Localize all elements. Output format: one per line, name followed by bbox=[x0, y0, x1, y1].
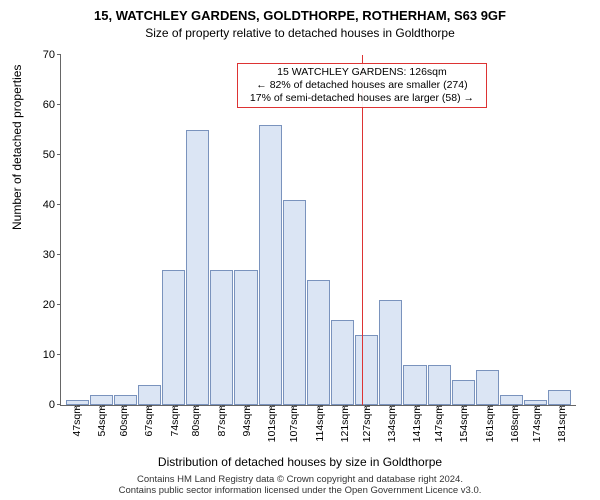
x-tick-label: 94sqm bbox=[239, 405, 253, 437]
x-tick-mark bbox=[561, 405, 562, 409]
x-tick-label: 54sqm bbox=[94, 405, 108, 437]
page-title: 15, WATCHLEY GARDENS, GOLDTHORPE, ROTHER… bbox=[0, 8, 600, 23]
histogram-bar bbox=[428, 365, 451, 405]
x-tick-label: 127sqm bbox=[359, 405, 373, 442]
histogram-bar bbox=[114, 395, 137, 405]
annotation-box: 15 WATCHLEY GARDENS: 126sqm ← 82% of det… bbox=[237, 63, 487, 108]
x-tick-mark bbox=[489, 405, 490, 409]
y-axis-label: Number of detached properties bbox=[10, 65, 24, 230]
histogram-bar bbox=[403, 365, 426, 405]
x-tick-label: 174sqm bbox=[529, 405, 543, 442]
histogram-bar bbox=[548, 390, 571, 405]
x-tick-mark bbox=[366, 405, 367, 409]
annotation-line1: 15 WATCHLEY GARDENS: 126sqm bbox=[244, 66, 480, 79]
x-tick-label: 181sqm bbox=[554, 405, 568, 442]
x-tick-mark bbox=[246, 405, 247, 409]
x-tick-label: 107sqm bbox=[286, 405, 300, 442]
y-tick-label: 50 bbox=[43, 149, 61, 161]
x-tick-mark bbox=[536, 405, 537, 409]
annotation-line2: ← 82% of detached houses are smaller (27… bbox=[244, 79, 480, 92]
x-tick-label: 154sqm bbox=[456, 405, 470, 442]
histogram-bar bbox=[234, 270, 257, 405]
x-tick-label: 114sqm bbox=[312, 405, 326, 442]
x-tick-label: 80sqm bbox=[188, 405, 202, 437]
x-tick-mark bbox=[463, 405, 464, 409]
x-tick-mark bbox=[76, 405, 77, 409]
annotation-line3: 17% of semi-detached houses are larger (… bbox=[244, 92, 480, 105]
histogram-bar bbox=[307, 280, 330, 405]
x-tick-mark bbox=[271, 405, 272, 409]
x-tick-label: 60sqm bbox=[116, 405, 130, 437]
x-tick-label: 141sqm bbox=[409, 405, 423, 442]
footer-line2: Contains public sector information licen… bbox=[0, 486, 600, 497]
x-tick-label: 74sqm bbox=[167, 405, 181, 437]
histogram-bar bbox=[162, 270, 185, 405]
footer: Contains HM Land Registry data © Crown c… bbox=[0, 475, 600, 497]
x-tick-mark bbox=[514, 405, 515, 409]
x-tick-label: 134sqm bbox=[384, 405, 398, 442]
histogram-bar bbox=[476, 370, 499, 405]
x-tick-label: 47sqm bbox=[69, 405, 83, 437]
x-tick-label: 87sqm bbox=[214, 405, 228, 437]
x-tick-mark bbox=[344, 405, 345, 409]
histogram-bar bbox=[283, 200, 306, 405]
x-tick-mark bbox=[101, 405, 102, 409]
histogram-bar bbox=[379, 300, 402, 405]
histogram-bar bbox=[331, 320, 354, 405]
x-tick-label: 147sqm bbox=[431, 405, 445, 442]
x-tick-mark bbox=[293, 405, 294, 409]
x-tick-mark bbox=[148, 405, 149, 409]
x-tick-mark bbox=[319, 405, 320, 409]
y-tick-label: 30 bbox=[43, 249, 61, 261]
histogram-bar bbox=[90, 395, 113, 405]
chart-container: 15, WATCHLEY GARDENS, GOLDTHORPE, ROTHER… bbox=[0, 0, 600, 500]
y-tick-label: 10 bbox=[43, 349, 61, 361]
x-tick-mark bbox=[174, 405, 175, 409]
x-tick-mark bbox=[416, 405, 417, 409]
x-tick-label: 121sqm bbox=[337, 405, 351, 442]
histogram-bar bbox=[138, 385, 161, 405]
y-tick-label: 60 bbox=[43, 99, 61, 111]
y-tick-label: 40 bbox=[43, 199, 61, 211]
x-tick-label: 161sqm bbox=[482, 405, 496, 442]
histogram-bar bbox=[210, 270, 233, 405]
histogram-bar bbox=[500, 395, 523, 405]
x-tick-label: 101sqm bbox=[264, 405, 278, 442]
plot-area: 010203040506070 15 WATCHLEY GARDENS: 126… bbox=[60, 55, 576, 406]
x-axis-label: Distribution of detached houses by size … bbox=[0, 455, 600, 469]
histogram-bar bbox=[259, 125, 282, 405]
histogram-bar bbox=[452, 380, 475, 405]
histogram-bar bbox=[186, 130, 209, 405]
x-tick-mark bbox=[391, 405, 392, 409]
x-tick-mark bbox=[221, 405, 222, 409]
x-tick-mark bbox=[438, 405, 439, 409]
x-tick-label: 168sqm bbox=[507, 405, 521, 442]
y-tick-label: 70 bbox=[43, 49, 61, 61]
x-tick-mark bbox=[195, 405, 196, 409]
histogram-bar bbox=[355, 335, 378, 405]
x-tick-mark bbox=[123, 405, 124, 409]
chart-subtitle: Size of property relative to detached ho… bbox=[0, 26, 600, 40]
x-tick-label: 67sqm bbox=[141, 405, 155, 437]
y-tick-label: 0 bbox=[49, 399, 61, 411]
y-tick-label: 20 bbox=[43, 299, 61, 311]
